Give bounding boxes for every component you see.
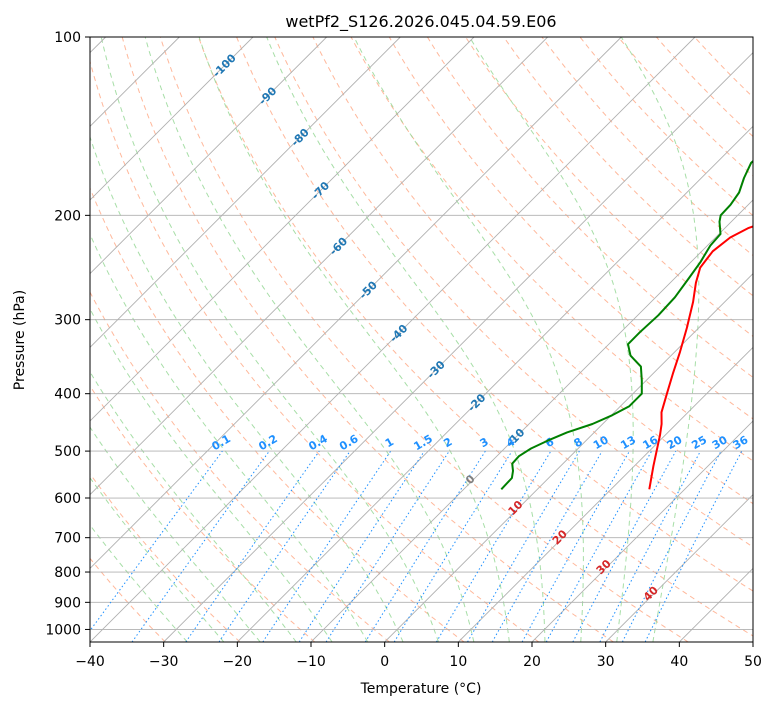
y-tick-label: 100 bbox=[54, 30, 81, 46]
isotherm-gridline bbox=[310, 199, 753, 642]
isotherm-gridline bbox=[90, 37, 475, 422]
moist-adiabat bbox=[620, 37, 700, 642]
y-tick-label: 400 bbox=[54, 387, 81, 403]
mixing-ratio-line bbox=[325, 450, 450, 642]
isotherm-gridline bbox=[90, 37, 327, 275]
isotherm-gridline bbox=[384, 273, 753, 642]
mixing-ratio-line bbox=[521, 450, 630, 642]
mixing-ratio-line bbox=[298, 450, 425, 642]
isotherm-gridline bbox=[90, 37, 254, 201]
isotherm-gridline bbox=[458, 346, 753, 642]
grid-layer bbox=[90, 37, 753, 642]
dry-adiabat bbox=[503, 37, 753, 297]
moist-adiabat bbox=[90, 524, 188, 642]
dry-adiabat bbox=[312, 37, 753, 505]
isotherm-gridline bbox=[90, 37, 696, 642]
isotherm-gridline bbox=[90, 37, 622, 569]
x-tick-label: 50 bbox=[744, 654, 762, 670]
dry-adiabat bbox=[350, 37, 753, 462]
x-tick-label: 10 bbox=[449, 654, 467, 670]
dry-adiabat bbox=[90, 291, 390, 642]
dewpoint-line bbox=[500, 159, 753, 490]
dry-adiabat bbox=[90, 186, 465, 642]
y-tick-label: 600 bbox=[54, 491, 81, 507]
mixing-ratio-line bbox=[185, 450, 320, 642]
isotherm-gridline bbox=[605, 494, 753, 642]
mixing-ratio-line bbox=[393, 450, 513, 642]
y-tick-label: 1000 bbox=[45, 622, 81, 638]
dry-adiabat bbox=[90, 384, 316, 642]
x-tick-label: −20 bbox=[223, 654, 253, 670]
moist-adiabat bbox=[90, 135, 404, 642]
y-tick-label: 500 bbox=[54, 444, 81, 460]
moist-adiabat bbox=[100, 37, 439, 642]
x-tick-label: −10 bbox=[296, 654, 326, 670]
x-tick-label: 0 bbox=[380, 654, 389, 670]
x-axis-title: Temperature (°C) bbox=[360, 681, 482, 697]
dry-adiabat bbox=[159, 37, 689, 642]
dry-adiabat bbox=[90, 59, 540, 642]
y-tick-label: 700 bbox=[54, 531, 81, 547]
dry-adiabat bbox=[388, 37, 753, 420]
y-axis-title: Pressure (hPa) bbox=[12, 290, 28, 390]
x-tick-label: 30 bbox=[597, 654, 615, 670]
temperature-line bbox=[648, 225, 753, 490]
dry-adiabat bbox=[90, 557, 166, 642]
moist-adiabat bbox=[144, 37, 475, 642]
mixing-ratio-line bbox=[90, 450, 223, 632]
y-tick-label: 300 bbox=[54, 313, 81, 329]
isotherm-gridline bbox=[90, 37, 548, 496]
dry-adiabat bbox=[274, 37, 753, 548]
isotherm-gridline bbox=[163, 52, 753, 642]
moist-adiabat bbox=[90, 232, 369, 642]
axis-ticks: −40 −30 −20 −10 0 10 20 30 40 50 100 200 300 400 500 60… bbox=[45, 30, 762, 670]
moist-adiabat bbox=[353, 37, 584, 642]
mixing-ratio-line bbox=[644, 450, 743, 642]
isotherm-gridline bbox=[531, 420, 753, 642]
y-tick-label: 900 bbox=[54, 595, 81, 611]
moist-adiabat bbox=[90, 370, 297, 642]
dry-adiabat bbox=[121, 37, 614, 642]
series-layer bbox=[500, 159, 753, 490]
y-tick-label: 800 bbox=[54, 565, 81, 581]
moist-adiabat bbox=[90, 426, 261, 642]
mixing-ratio-line bbox=[545, 450, 653, 642]
mixing-ratio-line bbox=[572, 450, 677, 642]
isotherm-gridline bbox=[90, 37, 401, 348]
dry-adiabat bbox=[90, 472, 241, 642]
plot-frame bbox=[89, 36, 754, 643]
y-tick-label: 200 bbox=[54, 208, 81, 224]
mixing-ratio-line bbox=[262, 450, 392, 642]
x-tick-label: 40 bbox=[670, 654, 688, 670]
x-tick-label: 20 bbox=[523, 654, 541, 670]
isotherm-gridline bbox=[237, 125, 753, 642]
moist-adiabat bbox=[90, 476, 225, 642]
chart-title: wetPf2_S126.2026.045.04.59.E06 bbox=[285, 12, 556, 32]
x-tick-label: −40 bbox=[75, 654, 105, 670]
dry-adiabat bbox=[236, 37, 753, 592]
mixing-ratio-line bbox=[131, 450, 270, 642]
mixing-ratio-line bbox=[218, 450, 351, 642]
moist-adiabat bbox=[266, 37, 546, 642]
dry-adiabat bbox=[465, 37, 753, 338]
x-tick-label: −30 bbox=[149, 654, 179, 670]
